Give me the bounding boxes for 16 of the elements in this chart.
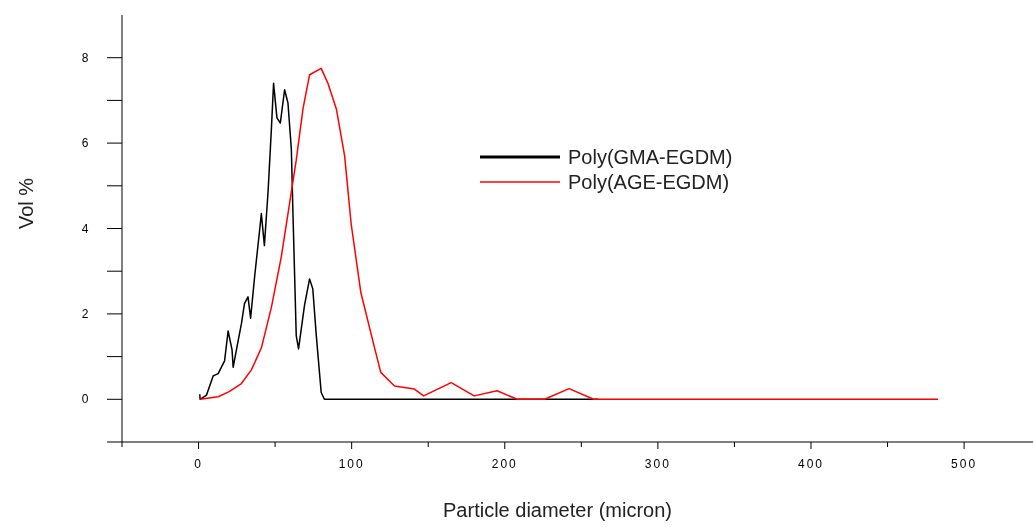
legend-label: Poly(AGE-EGDM) xyxy=(568,171,730,193)
x-tick-label: 500 xyxy=(951,457,978,471)
x-tick-label: 100 xyxy=(338,457,365,471)
y-tick-label: 6 xyxy=(81,136,89,151)
x-axis-title: Particle diameter (micron) xyxy=(443,499,672,521)
y-tick-label: 2 xyxy=(81,306,89,321)
x-tick-label: 200 xyxy=(491,457,518,471)
y-tick-label: 0 xyxy=(81,392,89,407)
y-tick-label: 8 xyxy=(81,50,89,65)
y-axis-title: Vol % xyxy=(15,177,37,230)
x-tick-label: 400 xyxy=(797,457,825,471)
line-series xyxy=(199,67,939,401)
legend-label: Poly(GMA-EGDM) xyxy=(568,146,733,168)
y-tick-label: 4 xyxy=(81,221,89,236)
x-tick-label: 300 xyxy=(644,457,671,471)
x-tick-label: 0 xyxy=(194,457,203,471)
